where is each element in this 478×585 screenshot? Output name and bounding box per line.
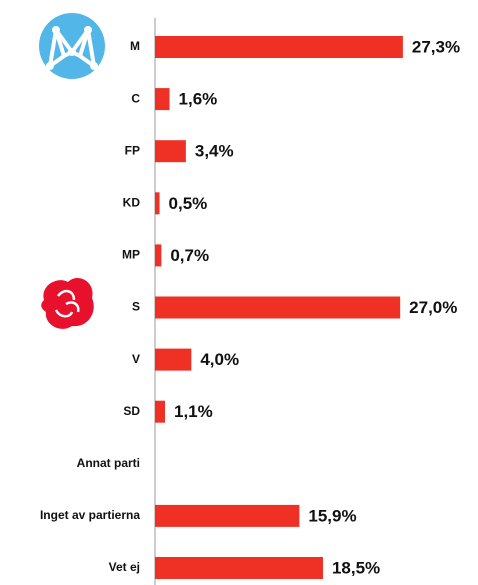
value-label: 4,0% <box>200 350 239 369</box>
value-label: 1,1% <box>174 402 213 421</box>
value-label: 18,5% <box>332 558 380 577</box>
category-label: Annat parti <box>77 456 140 470</box>
socialdemokraterna-logo <box>41 277 94 329</box>
moderaterna-logo <box>39 13 105 79</box>
bar <box>155 140 186 163</box>
category-label: S <box>132 300 140 314</box>
category-label: C <box>131 91 140 105</box>
value-label: 15,9% <box>308 506 356 525</box>
bar <box>155 504 300 527</box>
value-label: 3,4% <box>195 142 234 161</box>
category-label: SD <box>123 404 140 418</box>
category-label: M <box>130 39 140 53</box>
bar <box>155 348 192 371</box>
value-label: 27,3% <box>412 37 460 56</box>
value-label: 27,0% <box>409 298 457 317</box>
category-label: Vet ej <box>109 560 140 574</box>
category-label: FP <box>125 143 140 157</box>
bar <box>155 296 401 319</box>
category-label: Inget av partierna <box>40 508 140 522</box>
bar <box>155 400 165 423</box>
bar <box>155 557 323 579</box>
bar <box>155 36 403 58</box>
bar <box>155 88 170 111</box>
bar <box>155 244 162 267</box>
bar <box>155 192 160 215</box>
category-label: MP <box>122 248 140 262</box>
value-label: 0,7% <box>170 246 209 265</box>
category-label: V <box>132 352 140 366</box>
category-label: KD <box>123 195 141 209</box>
value-label: 1,6% <box>179 90 218 109</box>
value-label: 0,5% <box>169 194 208 213</box>
